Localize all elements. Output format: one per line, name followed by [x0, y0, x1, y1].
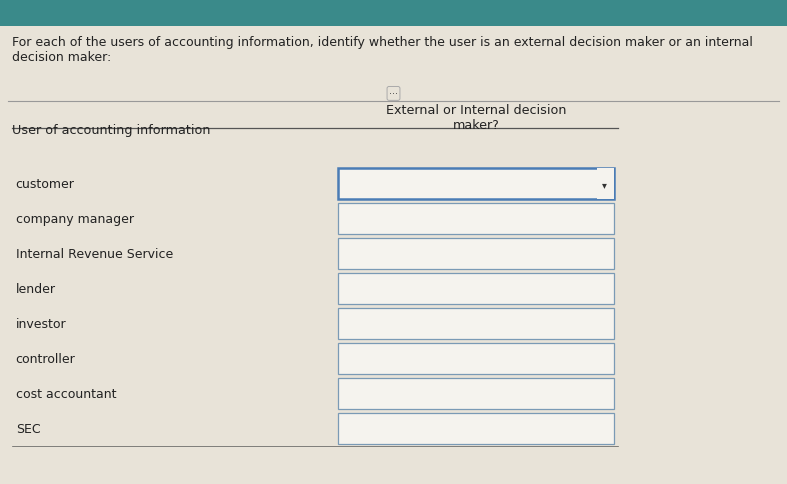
Bar: [597, 169, 614, 200]
Text: company manager: company manager: [16, 213, 134, 226]
Text: ···: ···: [389, 89, 398, 99]
Text: cost accountant: cost accountant: [16, 387, 116, 400]
Bar: [0, 0, 787, 27]
Bar: [338, 169, 614, 200]
Text: investor: investor: [16, 318, 66, 330]
Text: controller: controller: [16, 352, 76, 365]
Bar: [338, 343, 614, 374]
Bar: [338, 378, 614, 409]
Bar: [338, 273, 614, 304]
Bar: [338, 308, 614, 339]
Text: For each of the users of accounting information, identify whether the user is an: For each of the users of accounting info…: [12, 36, 752, 64]
Bar: [338, 239, 614, 270]
Text: Internal Revenue Service: Internal Revenue Service: [16, 248, 173, 260]
Text: SEC: SEC: [16, 422, 40, 435]
Text: customer: customer: [16, 178, 75, 191]
Bar: [338, 413, 614, 444]
Text: lender: lender: [16, 283, 56, 295]
Text: External or Internal decision
maker?: External or Internal decision maker?: [386, 104, 567, 132]
Text: ▾: ▾: [602, 180, 607, 189]
Text: User of accounting information: User of accounting information: [12, 123, 210, 136]
Bar: [338, 204, 614, 235]
